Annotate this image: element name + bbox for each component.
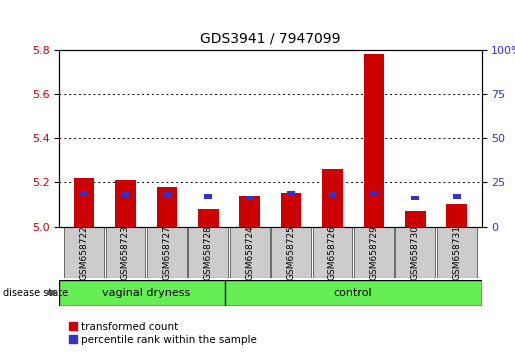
Text: GSM658726: GSM658726 (328, 225, 337, 280)
Text: GSM658727: GSM658727 (162, 225, 171, 280)
Title: GDS3941 / 7947099: GDS3941 / 7947099 (200, 32, 340, 46)
Bar (163, 193, 171, 197)
Text: GSM658723: GSM658723 (121, 225, 130, 280)
Bar (287, 191, 295, 195)
Text: GSM658725: GSM658725 (286, 225, 296, 280)
Bar (59, 280, 233, 306)
Bar (239, 195, 260, 227)
Bar (230, 227, 269, 278)
Bar (329, 193, 336, 197)
Bar (157, 187, 177, 227)
Text: GSM658728: GSM658728 (204, 225, 213, 280)
Bar (405, 211, 425, 227)
Bar (447, 205, 467, 227)
Bar (80, 191, 88, 195)
Text: GSM658731: GSM658731 (452, 225, 461, 280)
Text: vaginal dryness: vaginal dryness (102, 288, 191, 298)
Bar (354, 227, 394, 278)
Bar (313, 227, 352, 278)
Text: GSM658729: GSM658729 (369, 225, 379, 280)
Bar (437, 227, 476, 278)
Legend: transformed count, percentile rank within the sample: transformed count, percentile rank withi… (64, 317, 261, 349)
Bar (281, 193, 301, 227)
Bar (198, 209, 219, 227)
Bar (106, 227, 145, 278)
Text: GSM658730: GSM658730 (411, 225, 420, 280)
Bar (453, 194, 460, 199)
Bar (188, 227, 228, 278)
Bar (364, 54, 384, 227)
Bar (411, 196, 419, 200)
Bar (271, 227, 311, 278)
Bar (204, 194, 212, 199)
Bar (74, 178, 94, 227)
Bar (147, 227, 187, 278)
Bar (115, 180, 136, 227)
Bar (225, 280, 482, 306)
Bar (370, 191, 378, 195)
Text: disease state: disease state (3, 288, 67, 298)
Bar (322, 169, 343, 227)
Text: GSM658724: GSM658724 (245, 225, 254, 280)
Bar (246, 196, 253, 200)
Bar (396, 227, 435, 278)
Bar (122, 193, 129, 197)
Bar (64, 227, 104, 278)
Text: GSM658722: GSM658722 (79, 225, 89, 280)
Text: control: control (334, 288, 372, 298)
